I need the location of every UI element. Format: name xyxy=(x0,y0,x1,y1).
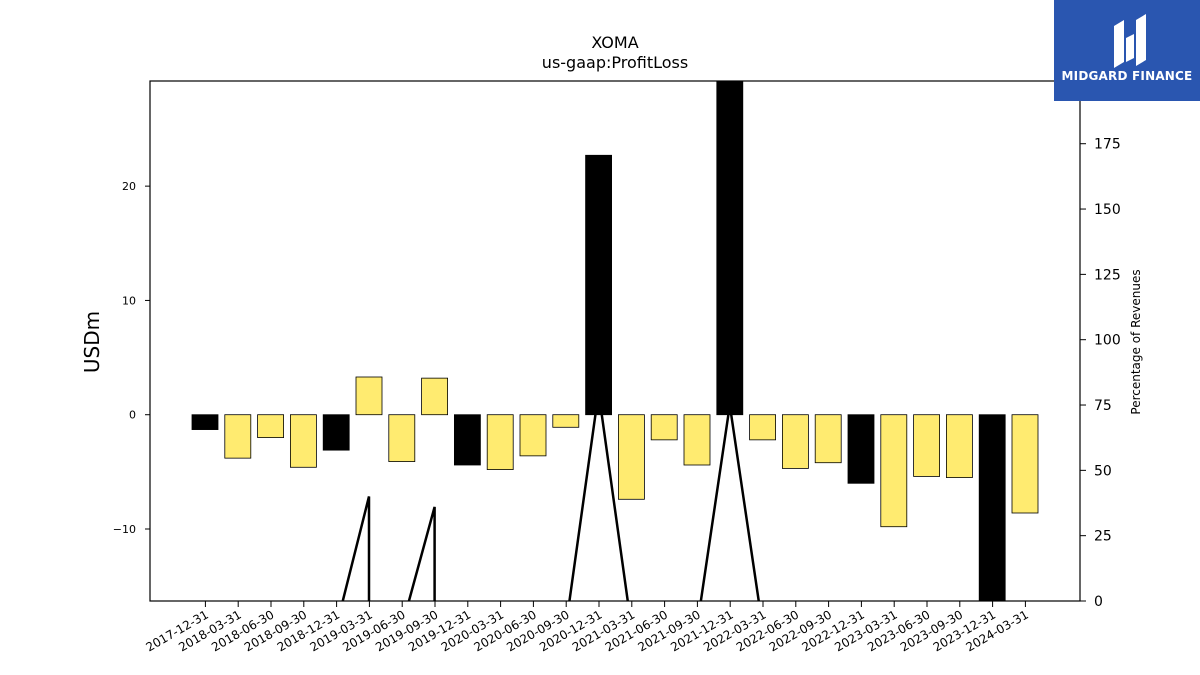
bar xyxy=(749,414,776,441)
bar xyxy=(257,414,285,438)
bar xyxy=(946,414,973,478)
bar xyxy=(388,414,416,462)
y2-tick-label: 175 xyxy=(1094,137,1121,153)
bar xyxy=(585,154,612,416)
bar xyxy=(782,414,809,469)
chart-subtitle: us-gaap:ProfitLoss xyxy=(542,53,688,72)
y2-tick-label: 150 xyxy=(1094,202,1121,218)
y-axis-label: USDm xyxy=(80,311,104,373)
y2-tick-label: 75 xyxy=(1094,398,1112,414)
y2-tick-label: 25 xyxy=(1094,529,1112,545)
percentage-line xyxy=(568,391,630,601)
bar xyxy=(847,414,875,484)
bar xyxy=(191,414,219,430)
bar xyxy=(355,376,383,416)
bar xyxy=(453,414,481,466)
bar xyxy=(913,414,940,477)
percentage-line xyxy=(341,496,371,601)
brand-name: MIDGARD FINANCE xyxy=(1061,69,1193,83)
bar xyxy=(716,81,744,416)
bar xyxy=(880,414,908,528)
y2-tick-label: 100 xyxy=(1094,333,1121,349)
y-tick-label: −10 xyxy=(113,523,136,536)
y2-tick-label: 0 xyxy=(1094,594,1103,610)
bar xyxy=(683,414,711,466)
plot-area: −100102002550751001251501752017-12-31201… xyxy=(113,80,1121,654)
bar xyxy=(224,414,252,459)
y2-tick-label: 125 xyxy=(1094,267,1121,283)
bar xyxy=(1011,414,1039,514)
y2-tick-label: 50 xyxy=(1094,463,1112,479)
bar xyxy=(978,414,1006,601)
bar xyxy=(650,414,678,441)
chart-title: XOMA xyxy=(591,33,638,52)
bar xyxy=(289,414,317,468)
bar xyxy=(322,414,350,451)
y-tick-label: 0 xyxy=(129,409,136,422)
y2-axis-label: Percentage of Revenues xyxy=(1129,269,1143,414)
percentage-line xyxy=(699,404,761,601)
midgard-logo-icon xyxy=(1114,14,1146,68)
bar xyxy=(814,414,842,464)
plot-frame xyxy=(149,80,1081,602)
bar xyxy=(421,377,449,416)
brand-logo: MIDGARD FINANCE xyxy=(1054,0,1200,101)
y-tick-label: 20 xyxy=(122,180,136,193)
bar xyxy=(486,414,514,470)
bar xyxy=(519,414,547,457)
bar xyxy=(552,414,580,428)
percentage-line xyxy=(407,506,436,601)
bar xyxy=(618,414,645,500)
y-tick-label: 10 xyxy=(122,294,136,307)
